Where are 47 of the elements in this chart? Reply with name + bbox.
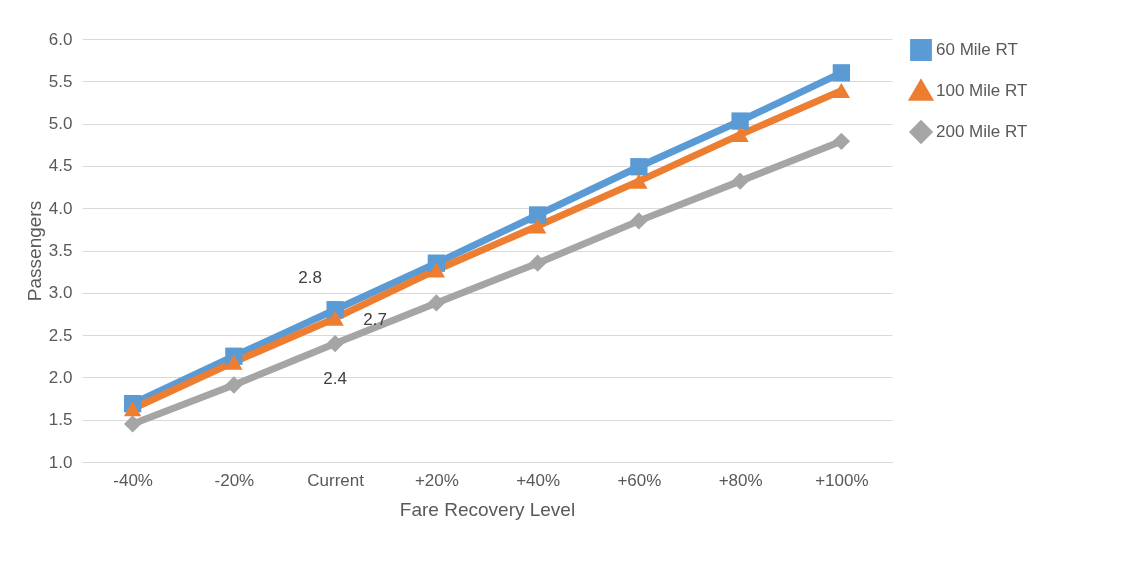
x-axis-title: Fare Recovery Level — [399, 498, 576, 520]
point — [630, 173, 648, 189]
x-tick-label: +100% — [815, 470, 869, 490]
legend-label: 100 Mile RT — [936, 81, 1028, 100]
point — [326, 310, 344, 326]
y-tick-label: 2.0 — [48, 367, 73, 387]
point — [123, 415, 142, 433]
point — [225, 376, 243, 394]
point — [630, 158, 648, 176]
point — [427, 262, 446, 278]
x-tick-label: +60% — [617, 470, 662, 490]
point — [528, 206, 547, 224]
point — [832, 132, 851, 151]
legend-label: 60 Mile RT — [936, 40, 1018, 59]
data-label: 2.8 — [298, 267, 322, 287]
x-tick-label: +40% — [516, 470, 561, 490]
x-tick-label: -20% — [214, 470, 255, 490]
point — [528, 218, 547, 234]
y-tick-label: 1.0 — [48, 452, 73, 472]
point — [427, 294, 446, 312]
y-tick-label: 5.5 — [48, 71, 73, 91]
point — [731, 112, 749, 130]
point — [832, 83, 851, 99]
legend-label: 200 Mile RT — [936, 122, 1028, 141]
y-tick-label: 2.5 — [48, 325, 73, 345]
point — [731, 172, 749, 190]
y-tick-label: 4.5 — [48, 156, 73, 176]
y-tick-label: 5.0 — [48, 114, 73, 134]
y-tick-label: 3.0 — [48, 283, 73, 303]
y-tick-label: 3.5 — [48, 241, 73, 260]
y-tick-label: 6.0 — [48, 29, 73, 49]
y-tick-label: 4.0 — [48, 198, 73, 218]
data-label: 2.7 — [363, 310, 387, 330]
x-tick-label: +20% — [414, 470, 459, 490]
point — [731, 127, 749, 143]
y-tick-label: 1.5 — [48, 410, 73, 430]
x-tick-label: Current — [307, 470, 365, 490]
point — [630, 212, 648, 230]
x-tick-label: +80% — [718, 470, 763, 490]
y-axis-title: Passengers — [23, 200, 45, 302]
point — [528, 254, 547, 272]
point — [225, 354, 243, 370]
point — [123, 401, 142, 417]
x-tick-label: -40% — [113, 470, 153, 490]
point — [832, 64, 851, 82]
data-label: 2.4 — [323, 368, 347, 388]
point — [326, 334, 344, 353]
